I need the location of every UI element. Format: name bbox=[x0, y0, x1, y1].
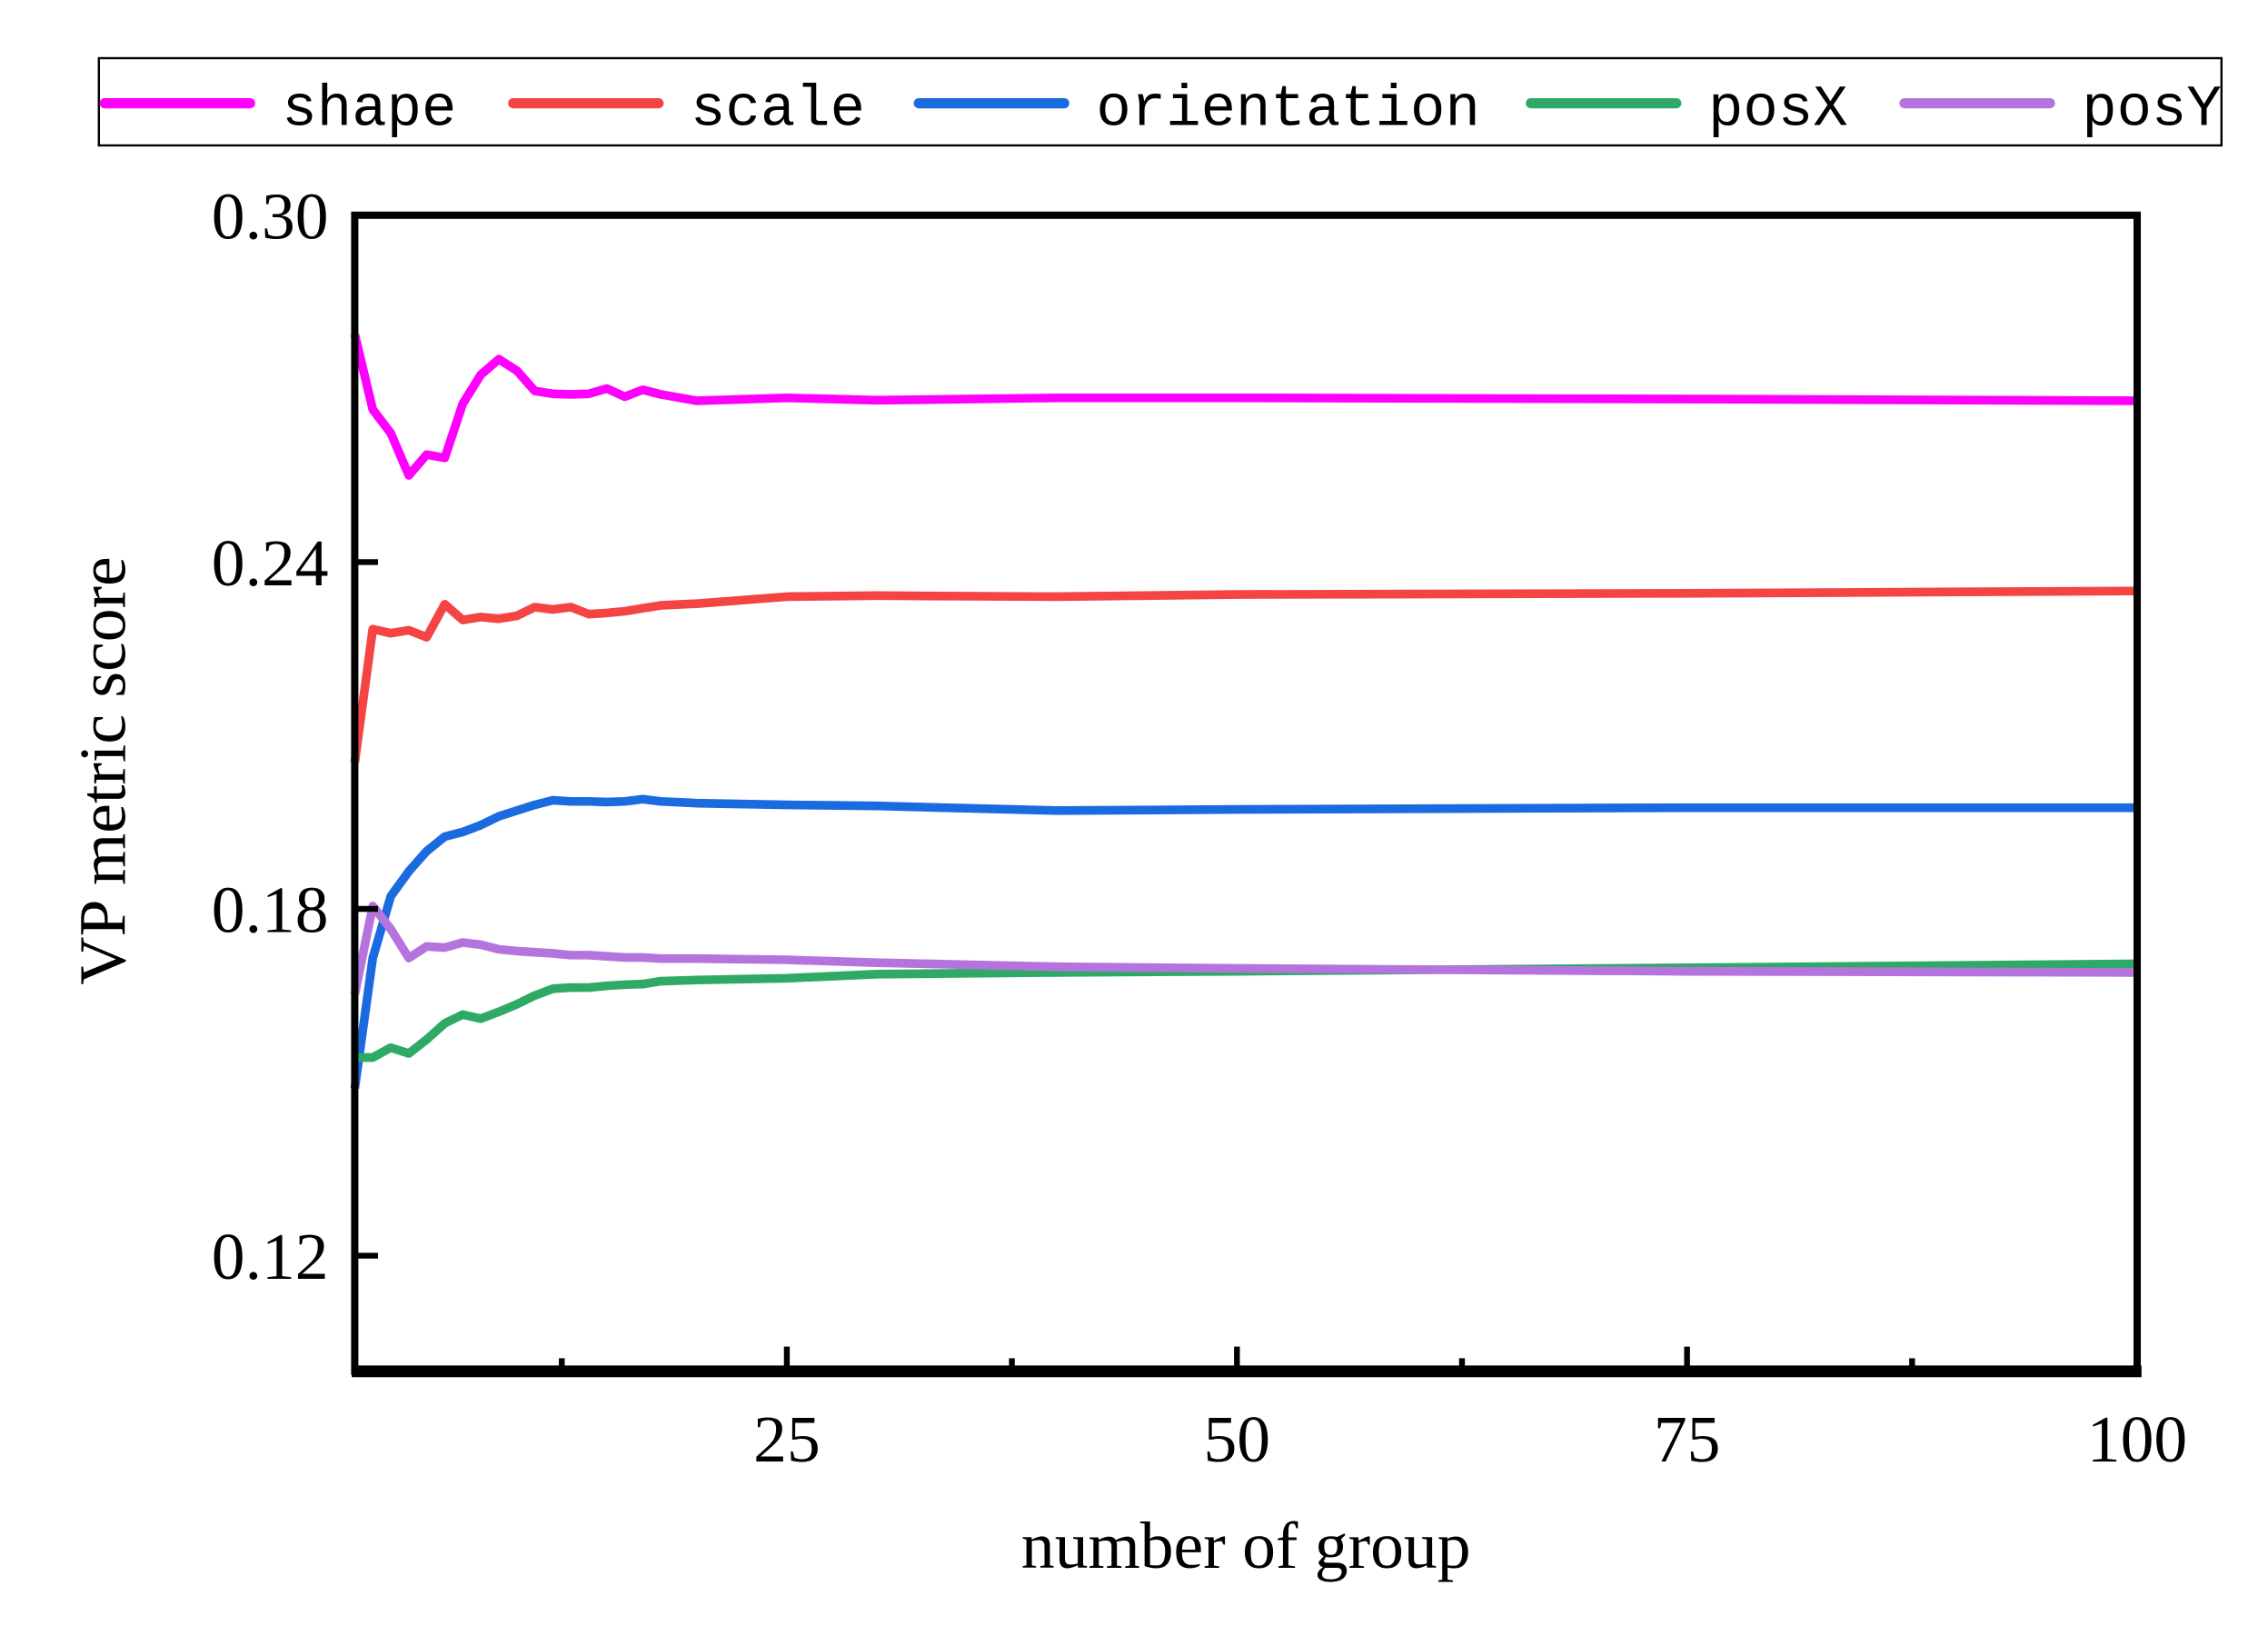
series-line-posx bbox=[354, 959, 2138, 1062]
legend-item-orientation: orientation bbox=[913, 78, 1480, 144]
y-tick-label: 0.24 bbox=[212, 525, 329, 600]
legend-label: shape bbox=[282, 78, 456, 144]
x-tick-label: 100 bbox=[2087, 1402, 2187, 1476]
y-tick-label: 0.30 bbox=[212, 178, 329, 253]
legend-item-scale: scale bbox=[508, 78, 865, 144]
x-tick-label: 75 bbox=[1654, 1402, 1721, 1476]
y-tick-label: 0.18 bbox=[212, 873, 329, 947]
ticks: 0.12 0.18 0.24 0.30 25 50 75 100 bbox=[212, 178, 2187, 1476]
legend-item-shape: shape bbox=[99, 78, 456, 144]
legend-label: orientation bbox=[1096, 78, 1479, 144]
legend-box bbox=[97, 56, 2223, 147]
legend: shape scale orientation posX posY bbox=[97, 56, 2223, 147]
series-layer bbox=[350, 333, 2138, 1090]
x-tick-label: 50 bbox=[1203, 1402, 1270, 1476]
series-line-shape bbox=[350, 333, 2138, 480]
legend-label: posX bbox=[1708, 78, 1848, 144]
legend-item-posx: posX bbox=[1526, 78, 1848, 144]
x-tick-label: 25 bbox=[753, 1402, 821, 1476]
plot-frame bbox=[351, 211, 2141, 1375]
legend-label: scale bbox=[691, 78, 865, 144]
legend-item-posy: posY bbox=[1899, 78, 2222, 144]
y-axis-title: VP metric score bbox=[65, 556, 140, 984]
legend-label: posY bbox=[2082, 78, 2222, 144]
y-tick-label: 0.12 bbox=[212, 1219, 329, 1293]
series-line-scale bbox=[350, 586, 2138, 763]
series-line-orientation bbox=[350, 794, 2137, 1090]
x-axis-title: number of group bbox=[1021, 1508, 1471, 1582]
series-line-posy bbox=[350, 902, 2138, 996]
